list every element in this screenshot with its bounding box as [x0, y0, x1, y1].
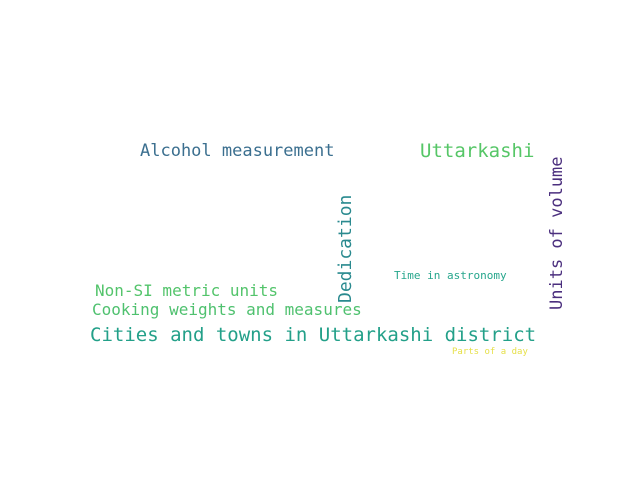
word-cities-and-towns-in-uttarkashi-district: Cities and towns in Uttarkashi district	[90, 324, 537, 346]
word-non-si-metric-units: Non-SI metric units	[95, 281, 279, 300]
word-cooking-weights-and-measures: Cooking weights and measures	[92, 300, 362, 319]
word-time-in-astronomy: Time in astronomy	[394, 269, 507, 282]
word-uttarkashi: Uttarkashi	[420, 140, 535, 162]
word-dedication: Dedication	[335, 194, 356, 303]
word-units-of-volume: Units of volume	[547, 156, 567, 310]
word-parts-of-a-day: Parts of a day	[452, 347, 528, 357]
word-alcohol-measurement: Alcohol measurement	[140, 141, 335, 161]
